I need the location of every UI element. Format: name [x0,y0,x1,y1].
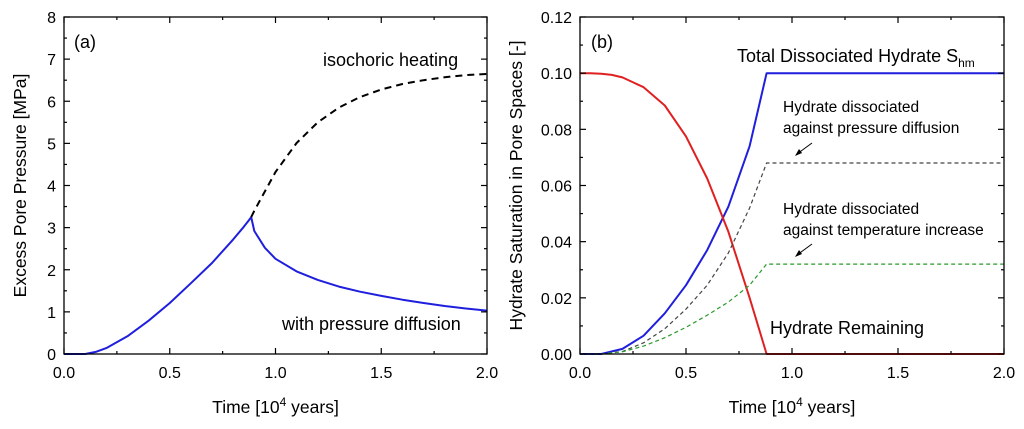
y-tick-label-a: 7 [47,52,56,69]
annotation-temperature-line2: against temperature increase [783,222,984,239]
y-tick-label-b: 0.08 [541,122,572,139]
annotation-total-dissociated-subscript: hm [958,56,975,70]
y-tick-label-b: 0.00 [541,347,572,364]
x-tick-label-b: 2.0 [993,365,1015,382]
y-tick-label-a: 4 [47,179,56,196]
x-axis-label-a-suffix: years] [286,397,339,417]
annotation-with-pressure-diffusion: with pressure diffusion [281,314,461,334]
annotation-total-dissociated-text: Total Dissociated Hydrate S [737,46,958,66]
x-axis-label-b-prefix: Time [10 [729,397,797,417]
x-tick-label-b: 0.5 [675,365,697,382]
annotation-pressure-line2: against pressure diffusion [783,120,959,137]
plot-area-a [64,72,488,355]
y-tick-label-a: 8 [47,10,56,27]
x-tick-label-b: 1.0 [781,365,803,382]
annotation-isochoric-heating: isochoric heating [323,50,458,70]
y-tick-label-a: 0 [47,347,56,364]
chart-a: 0.0 0.5 1.0 1.5 2.0 0 1 2 3 4 5 6 7 8 (a) isochoric h… [10,10,498,417]
y-tick-label-a: 6 [47,94,56,111]
series-line-a-0 [64,216,488,355]
x-axis-label-b: Time [104 years] [729,395,856,417]
x-axis-label-a: Time [104 years] [212,395,339,417]
x-axis-label-b-exponent: 4 [796,395,803,409]
annotation-pressure-line1: Hydrate dissociated [783,99,919,116]
y-tick-label-a: 5 [47,136,56,153]
ticks-b: 0.0 0.5 1.0 1.5 2.0 0.00 0.02 0.04 0.06 0.08 0.10 0… [541,10,1015,382]
y-tick-label-b: 0.06 [541,179,572,196]
annotation-hydrate-remaining: Hydrate Remaining [770,318,924,338]
x-tick-label-a: 0.5 [159,365,181,382]
x-tick-label-b: 0.0 [569,365,591,382]
x-axis-label-a-exponent: 4 [280,395,287,409]
y-tick-label-b: 0.12 [541,10,572,27]
x-tick-label-b: 1.5 [887,365,909,382]
x-axis-label-b-suffix: years] [803,397,856,417]
chart-b: 0.0 0.5 1.0 1.5 2.0 0.00 0.02 0.04 0.06 0.08 0.10 0… [506,10,1015,417]
arrow-pressure [795,142,813,156]
x-tick-label-a: 1.5 [370,365,392,382]
y-tick-label-a: 3 [47,221,56,238]
x-tick-label-a: 0.0 [53,365,75,382]
panel-label-a: (a) [74,32,96,52]
y-tick-label-b: 0.02 [541,291,572,308]
y-tick-label-b: 0.04 [541,235,572,252]
y-tick-label-a: 2 [47,263,56,280]
axes-frame-b [579,16,1005,355]
panel-label-b: (b) [591,32,613,52]
y-axis-label-b: Hydrate Saturation in Pore Spaces [-] [506,41,526,331]
x-axis-label-a-prefix: Time [10 [212,397,280,417]
y-tick-label-a: 1 [47,305,56,322]
annotation-temperature-line1: Hydrate dissociated [783,201,919,218]
series-line-b-3 [580,263,1004,355]
x-tick-label-a: 1.0 [264,365,286,382]
annotation-total-dissociated: Total Dissociated Hydrate Shm [737,46,975,70]
y-tick-label-b: 0.10 [541,66,572,83]
arrow-temperature [795,243,813,257]
ticks-a: 0.0 0.5 1.0 1.5 2.0 0 1 2 3 4 5 6 7 8 [47,10,498,382]
y-axis-label-a: Excess Pore Pressure [MPa] [10,74,30,298]
x-tick-label-a: 2.0 [476,365,498,382]
series-line-b-0 [580,72,1004,355]
series-line-a-1 [250,72,488,218]
